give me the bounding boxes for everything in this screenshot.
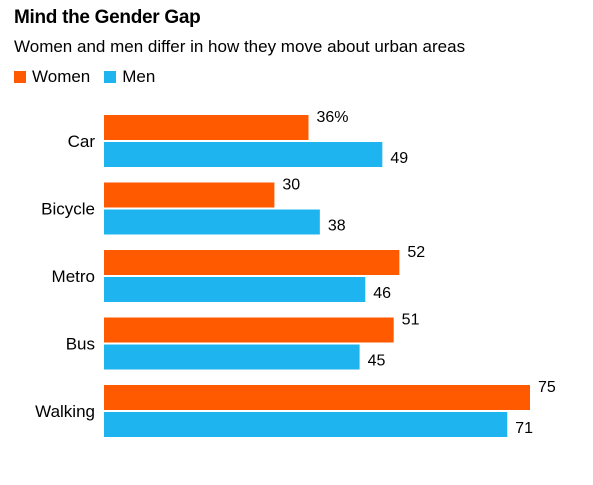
- bar-women-car: [104, 115, 309, 140]
- legend: Women Men: [14, 67, 169, 87]
- category-label-bicycle: Bicycle: [41, 200, 95, 219]
- bar-men-walking: [104, 412, 508, 437]
- value-label-women-walking: 75: [538, 379, 556, 396]
- value-label-men-car: 49: [390, 150, 408, 167]
- legend-swatch-men: [104, 71, 117, 83]
- bar-men-bicycle: [104, 209, 320, 235]
- bar-women-bus: [104, 317, 394, 343]
- chart-subtitle: Women and men differ in how they move ab…: [14, 37, 466, 56]
- bar-men-bus: [104, 344, 360, 370]
- category-label-car: Car: [68, 132, 96, 151]
- legend-label-men: Men: [122, 67, 156, 86]
- value-label-women-bus: 51: [402, 312, 420, 329]
- chart-title: Mind the Gender Gap: [14, 7, 201, 28]
- legend-label-women: Women: [32, 67, 91, 86]
- value-label-women-metro: 52: [407, 244, 425, 261]
- legend-item-women: Women: [14, 67, 90, 87]
- value-label-men-metro: 46: [373, 285, 391, 302]
- category-label-bus: Bus: [66, 335, 95, 354]
- bar-women-bicycle: [104, 182, 275, 208]
- category-label-metro: Metro: [52, 267, 95, 286]
- value-label-men-bus: 45: [368, 353, 386, 370]
- value-label-men-walking: 71: [515, 420, 533, 437]
- bar-men-metro: [104, 277, 366, 302]
- legend-swatch-women: [14, 71, 26, 83]
- bar-women-walking: [104, 385, 530, 410]
- bar-men-car: [104, 142, 383, 167]
- value-label-women-bicycle: 30: [282, 177, 300, 194]
- value-label-women-car: 36%: [316, 109, 348, 126]
- legend-item-men: Men: [104, 67, 155, 87]
- value-label-men-bicycle: 38: [328, 218, 346, 235]
- category-label-walking: Walking: [35, 402, 95, 421]
- bar-women-metro: [104, 250, 400, 275]
